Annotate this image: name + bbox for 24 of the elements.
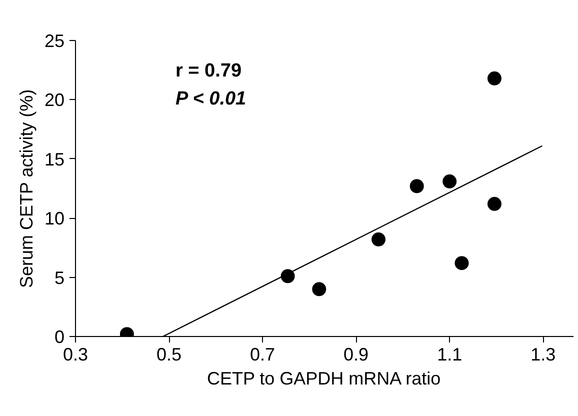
annotation: r = 0.79 xyxy=(176,60,242,82)
point xyxy=(312,282,326,296)
x-axis-title: CETP to GAPDH mRNA ratio xyxy=(206,368,441,388)
point xyxy=(372,232,386,246)
x-tick-label: 0.9 xyxy=(344,344,369,364)
annotation: P < 0.01 xyxy=(176,88,246,110)
y-tick-label: 10 xyxy=(44,208,65,229)
x-tick-label: 0.7 xyxy=(250,344,276,364)
point xyxy=(454,256,469,270)
y-tick-label: 20 xyxy=(44,90,65,110)
point xyxy=(487,196,502,211)
x-tick-label: 1.3 xyxy=(530,344,556,364)
x-tick-label: 1.1 xyxy=(437,344,462,364)
x-tick-label: 0.3 xyxy=(62,344,88,364)
x-tick-label: 0.5 xyxy=(156,344,182,364)
y-tick-label: 15 xyxy=(44,149,65,170)
point xyxy=(487,71,502,86)
y-tick-label: 25 xyxy=(44,31,65,51)
y-tick-label: 5 xyxy=(54,268,65,288)
y-axis-title: Serum CETP activity (%) xyxy=(16,89,36,288)
point xyxy=(280,269,295,284)
y-tick-label: 0 xyxy=(54,327,65,347)
point xyxy=(410,179,424,194)
point xyxy=(442,174,457,188)
